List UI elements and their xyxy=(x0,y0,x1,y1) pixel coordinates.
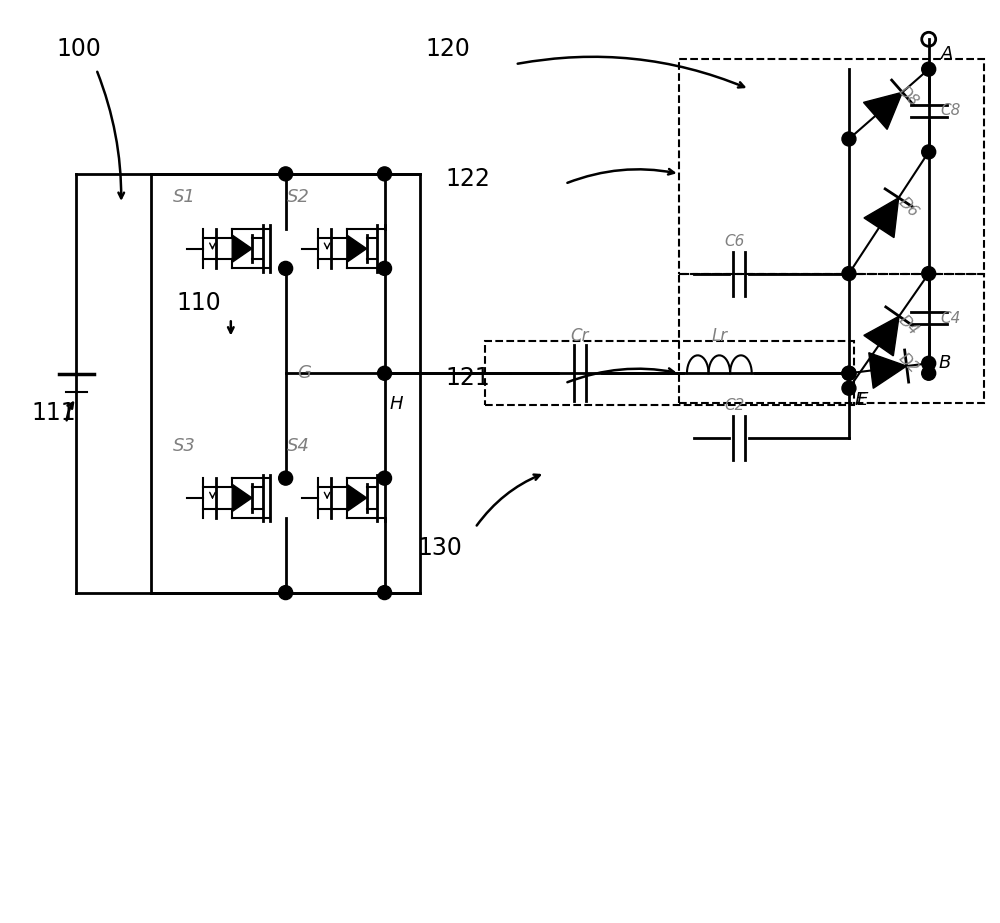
Circle shape xyxy=(922,356,936,370)
Circle shape xyxy=(842,366,856,380)
Text: 110: 110 xyxy=(176,292,221,316)
Text: D8: D8 xyxy=(896,83,922,109)
Text: 100: 100 xyxy=(56,37,101,61)
Text: S3: S3 xyxy=(173,438,195,455)
Bar xyxy=(679,59,984,273)
Circle shape xyxy=(279,471,293,485)
Circle shape xyxy=(842,132,856,146)
Polygon shape xyxy=(347,235,367,262)
Text: 121: 121 xyxy=(445,366,490,390)
Text: C8: C8 xyxy=(941,103,961,118)
Polygon shape xyxy=(864,198,899,237)
Bar xyxy=(679,273,984,403)
Text: C2: C2 xyxy=(724,398,744,414)
Polygon shape xyxy=(347,485,367,511)
Text: 122: 122 xyxy=(445,167,490,191)
Circle shape xyxy=(922,267,936,281)
Text: Lr: Lr xyxy=(711,328,727,345)
Polygon shape xyxy=(232,485,252,511)
Text: 111: 111 xyxy=(31,402,76,426)
Text: S4: S4 xyxy=(287,438,310,455)
Text: S1: S1 xyxy=(173,187,195,206)
Circle shape xyxy=(842,366,856,380)
Circle shape xyxy=(378,261,392,275)
Text: Cr: Cr xyxy=(571,328,589,345)
Text: F: F xyxy=(855,391,865,409)
Text: G: G xyxy=(298,365,312,382)
Circle shape xyxy=(279,261,293,275)
Text: S2: S2 xyxy=(287,187,310,206)
Polygon shape xyxy=(869,353,907,389)
Circle shape xyxy=(842,267,856,281)
Text: C6: C6 xyxy=(724,234,744,248)
Text: B: B xyxy=(939,354,951,372)
Circle shape xyxy=(378,585,392,600)
Text: A: A xyxy=(941,45,953,64)
Circle shape xyxy=(922,62,936,77)
Circle shape xyxy=(378,167,392,181)
Text: C4: C4 xyxy=(941,311,961,326)
Bar xyxy=(151,174,420,593)
Text: D4: D4 xyxy=(896,313,922,339)
Polygon shape xyxy=(232,235,252,262)
Circle shape xyxy=(842,381,856,395)
Circle shape xyxy=(922,145,936,159)
Text: E: E xyxy=(857,391,868,409)
Bar xyxy=(485,342,854,405)
Polygon shape xyxy=(864,92,902,129)
Text: H: H xyxy=(390,395,403,414)
Circle shape xyxy=(279,167,293,181)
Circle shape xyxy=(279,585,293,600)
Text: 130: 130 xyxy=(418,535,463,559)
Circle shape xyxy=(378,471,392,485)
Circle shape xyxy=(378,366,392,380)
Text: 120: 120 xyxy=(425,37,470,61)
Circle shape xyxy=(922,366,936,380)
Text: D2: D2 xyxy=(896,351,922,377)
Text: D6: D6 xyxy=(896,195,922,221)
Polygon shape xyxy=(864,317,899,356)
